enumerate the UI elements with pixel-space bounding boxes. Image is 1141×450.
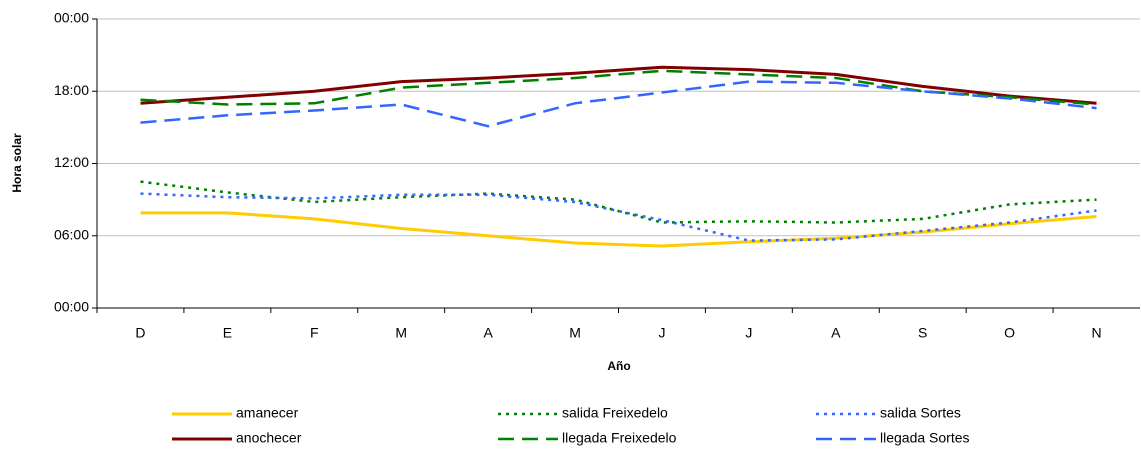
x-tick-label: D [135,325,145,341]
legend-label: llegada Sortes [880,430,970,446]
x-tick-label: E [223,325,232,341]
x-tick-label: J [658,325,665,341]
legend-label: salida Freixedelo [562,405,668,421]
legend-label: amanecer [236,405,299,421]
legend-label: salida Sortes [880,405,961,421]
x-tick-label: M [395,325,407,341]
series-line [140,69,1097,106]
x-tick-label: N [1091,325,1101,341]
x-axis-title: Año [607,359,630,373]
legend-label: llegada Freixedelo [562,430,677,446]
y-tick-label: 18:00 [54,82,89,98]
x-tick-label: A [831,325,841,341]
y-tick-label: 12:00 [54,154,89,170]
y-tick-label: 06:00 [54,226,89,242]
x-tick-label: M [569,325,581,341]
y-axis-title: Hora solar [10,133,24,193]
x-tick-label: A [483,325,493,341]
series-line [140,192,1097,242]
series-line [140,180,1097,224]
series-line [140,211,1097,248]
x-tick-label: F [310,325,319,341]
series-line [140,80,1097,128]
x-tick-label: J [745,325,752,341]
series-line [140,65,1097,105]
x-tick-label: O [1004,325,1015,341]
y-tick-label: 00:00 [54,299,89,315]
x-tick-label: S [918,325,927,341]
y-tick-label: 00:00 [54,10,89,26]
legend-label: anochecer [236,430,302,446]
